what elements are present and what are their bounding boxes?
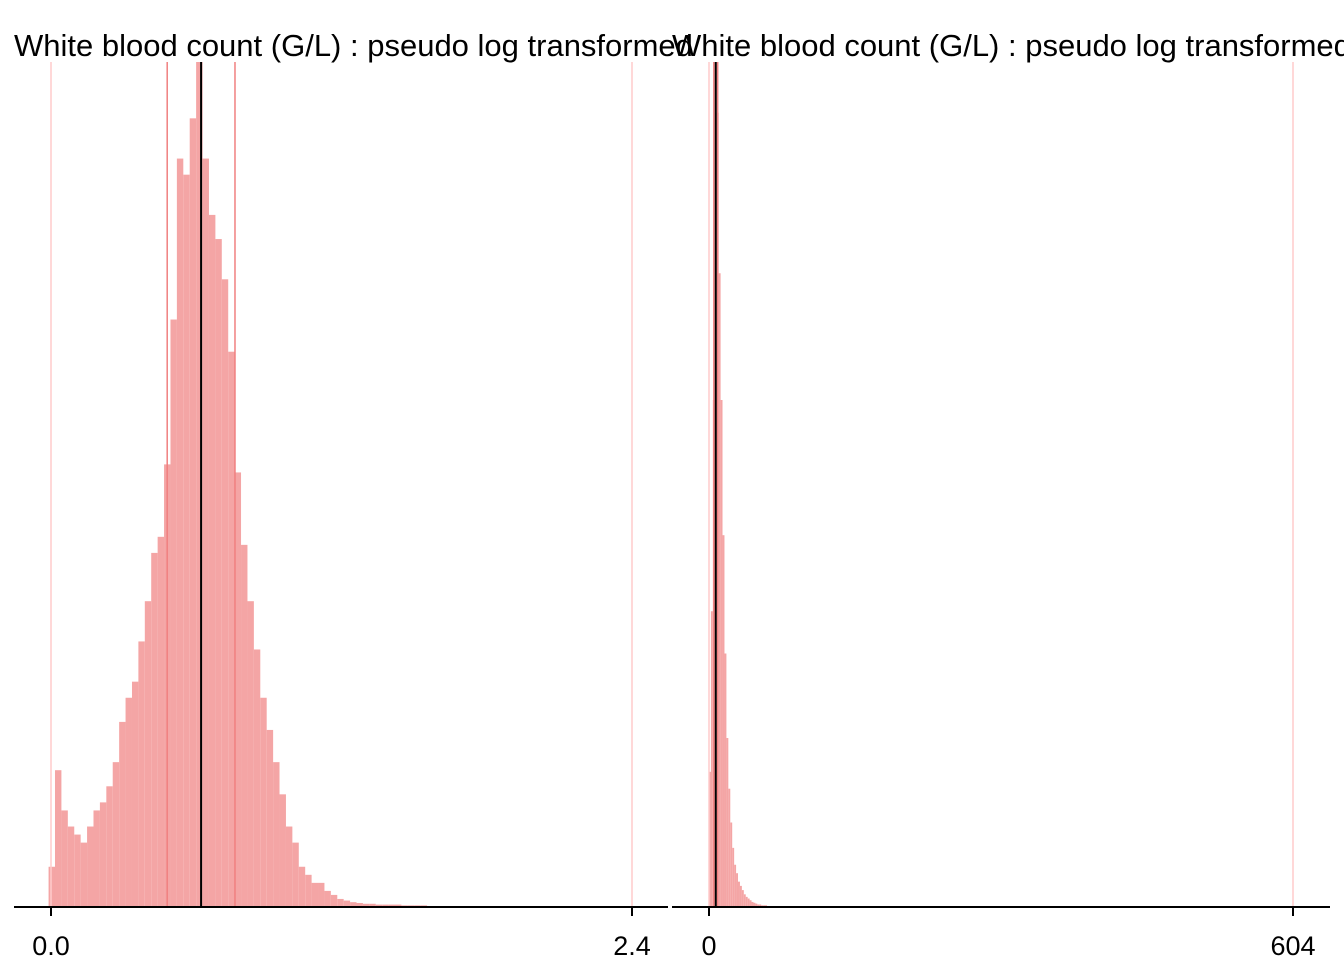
- histogram-bar: [221, 279, 229, 907]
- histogram-bar: [74, 834, 81, 907]
- histogram-bar: [80, 842, 88, 907]
- histogram-bar: [215, 239, 222, 908]
- histogram-bar: [202, 158, 209, 907]
- histogram-bar: [285, 826, 293, 907]
- histogram-bar: [375, 904, 383, 907]
- histogram-bar: [753, 902, 756, 907]
- histogram-bar: [67, 826, 75, 907]
- histogram-bar: [388, 904, 396, 907]
- histogram-bar: [747, 898, 750, 907]
- histogram-bar: [48, 866, 55, 907]
- panel-title: White blood count (G/L) : pseudo log tra…: [14, 28, 693, 63]
- histogram-bar: [106, 786, 113, 907]
- histogram-bar: [369, 903, 376, 907]
- histogram-bar: [395, 904, 402, 907]
- histogram-bar: [273, 762, 280, 907]
- histogram-bar: [279, 794, 286, 907]
- histogram-bar: [732, 847, 735, 907]
- histogram-bar: [724, 653, 727, 907]
- histogram-bar: [125, 697, 132, 907]
- histogram-bar: [298, 866, 306, 907]
- histogram-bar: [54, 770, 62, 907]
- histogram-panel-raw: 0 604 White blood count (G/L) : pseudo lo…: [672, 28, 1344, 960]
- histogram-bar: [228, 351, 235, 908]
- histogram-bar: [241, 544, 248, 907]
- histogram-bar: [738, 881, 740, 907]
- x-tick-label: 0.0: [32, 931, 70, 960]
- histogram-bar: [356, 902, 363, 907]
- x-tick-label: 0: [701, 931, 716, 960]
- histogram-bar: [208, 214, 216, 907]
- histogram-bar: [247, 601, 254, 907]
- x-tick-label: 2.4: [613, 931, 651, 960]
- histogram-bar: [266, 729, 274, 907]
- histogram-bar: [343, 900, 351, 907]
- histogram-bar: [170, 319, 177, 907]
- histogram-bar: [131, 681, 139, 907]
- histogram-bar: [743, 894, 746, 907]
- histogram-bar: [234, 472, 242, 907]
- histogram-bar: [196, 62, 203, 907]
- histogram-bar: [157, 536, 165, 907]
- panel-title: White blood count (G/L) : pseudo log tra…: [672, 28, 1344, 63]
- histogram-bar: [751, 901, 754, 907]
- histogram-bar: [189, 118, 197, 907]
- histogram-bar: [138, 641, 145, 907]
- histogram-bar: [93, 810, 100, 907]
- histogram-bar: [305, 874, 312, 907]
- histogram-bar: [757, 904, 760, 907]
- histogram-bar: [730, 822, 733, 907]
- histogram-bar: [260, 697, 267, 907]
- histogram-bar: [61, 810, 68, 907]
- histogram-bar: [337, 898, 344, 907]
- histogram-bar: [709, 771, 711, 907]
- histogram-bar: [292, 842, 299, 907]
- histogram-bar: [183, 174, 190, 908]
- histogram-bar: [726, 738, 729, 907]
- histogram-bar: [311, 882, 319, 907]
- histogram-bar: [119, 721, 126, 907]
- histogram-bar: [112, 762, 120, 907]
- histogram-bar: [362, 903, 370, 907]
- histogram-bar: [382, 904, 389, 907]
- histogram-bar: [720, 400, 723, 907]
- histogram-bar: [718, 273, 721, 907]
- histogram-bar: [253, 649, 261, 907]
- histogram-bar: [749, 900, 752, 907]
- histogram-bar: [99, 802, 107, 907]
- histogram-panel-pseudo-log: 0.0 2.4 White blood count (G/L) : pseudo …: [14, 28, 693, 960]
- histogram-bar: [736, 873, 738, 907]
- histogram-bar: [745, 896, 748, 907]
- histogram-bar: [741, 890, 744, 907]
- histogram-bar: [739, 885, 742, 908]
- histogram-bar: [759, 904, 762, 907]
- histogram-bar: [734, 864, 737, 907]
- histogram-bar: [176, 158, 184, 907]
- histogram-bar: [318, 882, 325, 907]
- histogram-bar: [144, 601, 152, 907]
- histogram-bar: [755, 903, 758, 907]
- x-tick-label: 604: [1270, 931, 1315, 960]
- histogram-bar: [722, 535, 725, 907]
- histogram-bar: [330, 894, 338, 907]
- histogram-bar: [151, 552, 158, 907]
- histogram-bar: [324, 890, 331, 907]
- histogram-bar: [87, 826, 94, 907]
- histogram-bar: [710, 611, 713, 907]
- histogram-bar: [728, 788, 731, 907]
- histogram-bar: [350, 902, 357, 907]
